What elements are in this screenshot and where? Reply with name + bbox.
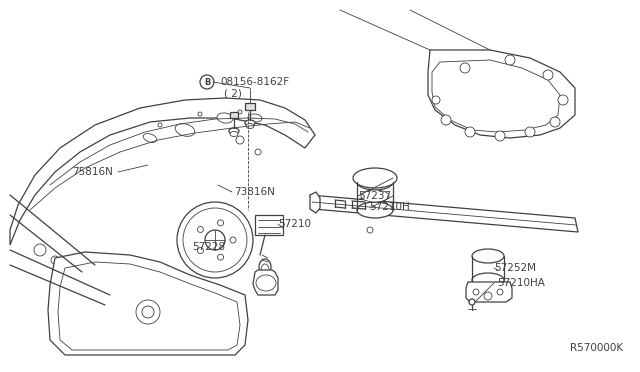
Circle shape <box>183 208 247 272</box>
Circle shape <box>158 123 162 127</box>
Bar <box>255 215 283 235</box>
Circle shape <box>142 306 154 318</box>
Ellipse shape <box>361 190 389 202</box>
Circle shape <box>238 110 242 114</box>
Circle shape <box>367 227 373 233</box>
Text: 57210: 57210 <box>278 219 311 229</box>
Circle shape <box>51 256 59 264</box>
Text: 75816N: 75816N <box>72 167 113 177</box>
Circle shape <box>465 127 475 137</box>
Ellipse shape <box>248 114 262 122</box>
Ellipse shape <box>472 273 504 287</box>
Circle shape <box>198 112 202 116</box>
Ellipse shape <box>175 124 195 137</box>
Ellipse shape <box>230 131 238 137</box>
Ellipse shape <box>357 202 393 218</box>
Circle shape <box>432 96 440 104</box>
Text: R570000K: R570000K <box>570 343 623 353</box>
Polygon shape <box>253 270 278 295</box>
Circle shape <box>469 299 475 305</box>
Circle shape <box>34 244 46 256</box>
Circle shape <box>441 115 451 125</box>
Circle shape <box>550 117 560 127</box>
Circle shape <box>218 254 223 260</box>
Circle shape <box>136 300 160 324</box>
Circle shape <box>205 230 225 250</box>
Text: 57210H: 57210H <box>369 202 410 212</box>
Polygon shape <box>310 195 578 232</box>
Polygon shape <box>428 50 575 138</box>
Ellipse shape <box>245 120 255 126</box>
Ellipse shape <box>217 113 233 123</box>
Circle shape <box>236 136 244 144</box>
Ellipse shape <box>472 249 504 263</box>
Circle shape <box>197 227 204 232</box>
Ellipse shape <box>261 264 269 276</box>
Circle shape <box>200 75 214 89</box>
Polygon shape <box>10 98 315 245</box>
Ellipse shape <box>143 134 157 142</box>
Polygon shape <box>466 282 512 302</box>
Circle shape <box>525 127 535 137</box>
Text: 57252M: 57252M <box>494 263 536 273</box>
Polygon shape <box>230 112 238 118</box>
Circle shape <box>484 292 492 300</box>
Circle shape <box>218 220 223 226</box>
Polygon shape <box>48 252 248 355</box>
Ellipse shape <box>229 128 239 134</box>
Circle shape <box>255 149 261 155</box>
Circle shape <box>558 95 568 105</box>
Text: B: B <box>204 77 210 87</box>
Polygon shape <box>432 60 560 132</box>
Ellipse shape <box>353 168 397 188</box>
Text: 57228: 57228 <box>192 242 225 252</box>
Circle shape <box>495 131 505 141</box>
Text: 08156-8162F: 08156-8162F <box>220 77 289 87</box>
Circle shape <box>460 63 470 73</box>
Text: 57237: 57237 <box>358 191 391 201</box>
Text: 73816N: 73816N <box>234 187 275 197</box>
Circle shape <box>473 289 479 295</box>
Circle shape <box>177 202 253 278</box>
Polygon shape <box>58 262 240 350</box>
Ellipse shape <box>357 174 393 190</box>
Circle shape <box>497 289 503 295</box>
Ellipse shape <box>256 275 276 291</box>
Ellipse shape <box>246 124 254 128</box>
Circle shape <box>197 248 204 254</box>
Polygon shape <box>245 103 255 110</box>
Polygon shape <box>310 192 320 213</box>
Circle shape <box>230 237 236 243</box>
Text: 57210HA: 57210HA <box>497 278 545 288</box>
Circle shape <box>505 55 515 65</box>
Circle shape <box>543 70 553 80</box>
Text: ( 2): ( 2) <box>224 88 242 98</box>
Ellipse shape <box>259 259 271 275</box>
